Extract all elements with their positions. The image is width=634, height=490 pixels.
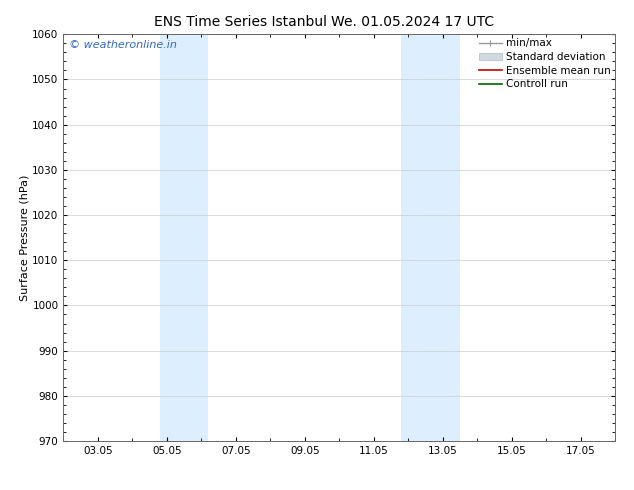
Legend: min/max, Standard deviation, Ensemble mean run, Controll run: min/max, Standard deviation, Ensemble me… <box>477 36 613 92</box>
Text: We. 01.05.2024 17 UTC: We. 01.05.2024 17 UTC <box>330 15 494 29</box>
Y-axis label: Surface Pressure (hPa): Surface Pressure (hPa) <box>20 174 30 301</box>
Text: © weatheronline.in: © weatheronline.in <box>69 40 177 50</box>
Text: ENS Time Series Istanbul: ENS Time Series Istanbul <box>155 15 327 29</box>
Bar <box>160 34 208 441</box>
Bar <box>401 34 460 441</box>
